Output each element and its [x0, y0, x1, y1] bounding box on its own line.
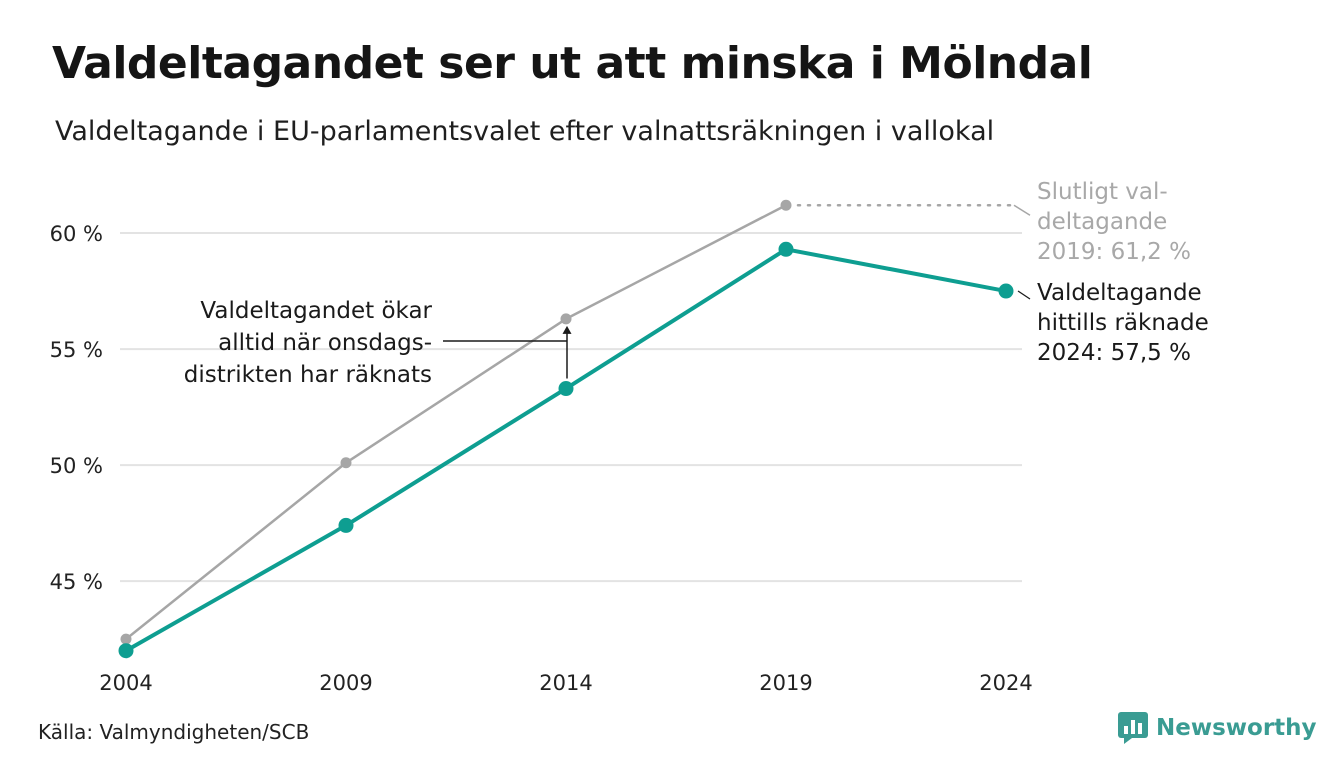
source-note: Källa: Valmyndigheten/SCB [38, 720, 310, 744]
y-tick-label: 50 % [50, 454, 103, 478]
final-2019-leader-tick [1013, 204, 1031, 216]
x-tick-label: 2014 [539, 671, 592, 695]
data-point-election-night [118, 643, 134, 659]
series-line-final [125, 204, 787, 641]
logo-text: Newsworthy [1156, 715, 1317, 741]
y-tick-label: 45 % [50, 570, 103, 594]
data-point-final [120, 633, 132, 645]
data-point-final [560, 313, 572, 325]
chart-title: Valdeltagandet ser ut att minska i Mölnd… [52, 38, 1093, 89]
y-tick-label: 55 % [50, 338, 103, 362]
increase-arrow-head [562, 325, 572, 334]
x-tick-label: 2004 [99, 671, 152, 695]
data-point-election-night [338, 517, 354, 533]
data-point-election-night [998, 283, 1014, 299]
x-tick-label: 2024 [979, 671, 1032, 695]
annotation-increase: alltid när onsdags- [218, 330, 432, 356]
annotation-increase: distrikten har räknats [184, 362, 432, 388]
newsworthy-logo: Newsworthy [1118, 712, 1317, 744]
chart-subtitle: Valdeltagande i EU-parlamentsvalet efter… [55, 116, 995, 147]
data-point-election-night [558, 381, 574, 397]
annotation-final-2019: 2019: 61,2 % [1037, 239, 1191, 265]
annotation-counted-2024: Valdeltagande [1037, 280, 1202, 306]
data-point-election-night [778, 241, 794, 257]
data-point-final [340, 457, 352, 469]
x-tick-label: 2019 [759, 671, 812, 695]
x-tick-label: 2009 [319, 671, 372, 695]
annotation-increase: Valdeltagandet ökar [200, 298, 432, 324]
data-point-final [780, 199, 792, 211]
annotation-counted-2024: hittills räknade [1037, 310, 1209, 336]
bar-chart-logo-icon [1118, 712, 1148, 744]
counted-2024-leader [1017, 290, 1031, 300]
y-tick-label: 60 % [50, 222, 103, 246]
annotation-counted-2024: 2024: 57,5 % [1037, 340, 1191, 366]
annotation-final-2019: Slutligt val- [1037, 179, 1168, 205]
annotation-final-2019: deltagande [1037, 209, 1167, 235]
